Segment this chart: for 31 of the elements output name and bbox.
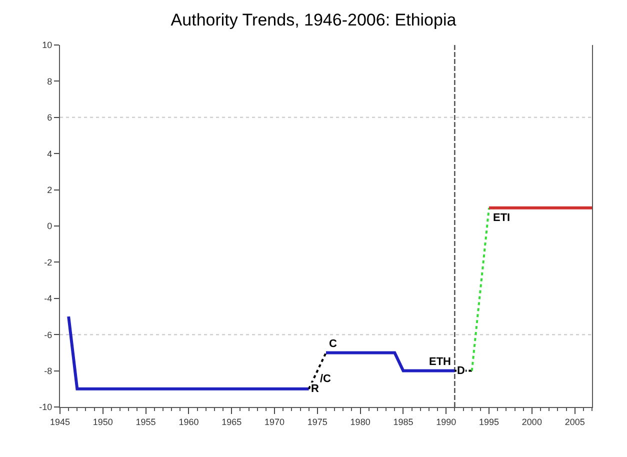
x-tick-label: 1975 (307, 416, 328, 427)
x-tick-label: 1950 (92, 416, 113, 427)
y-tick-label: 0 (47, 221, 52, 232)
y-tick-label: -4 (44, 294, 52, 304)
annotation: R (311, 383, 319, 395)
x-tick-label: 1995 (479, 416, 500, 427)
x-tick-label: 1970 (264, 416, 285, 427)
x-tick-label: 1965 (222, 416, 242, 427)
y-tick-label: -6 (44, 330, 52, 340)
y-tick-label: 2 (47, 184, 52, 195)
y-tick-label: 8 (47, 76, 52, 86)
x-tick-label: 2000 (522, 416, 542, 427)
x-tick-label: 1985 (393, 416, 414, 427)
y-tick-label: -10 (39, 402, 52, 412)
x-tick-label: 1980 (350, 416, 370, 427)
annotation: D (457, 365, 465, 377)
y-tick-label: 6 (47, 112, 52, 123)
y-tick-label: -8 (44, 366, 52, 376)
x-tick-label: 1990 (436, 416, 456, 427)
x-tick-label: 1960 (178, 416, 199, 427)
chart-title: Authority Trends, 1946-2006: Ethiopia (170, 10, 457, 30)
annotation: C (329, 338, 337, 350)
y-tick-label: 4 (47, 148, 52, 159)
x-tick-label: 1945 (50, 416, 70, 427)
x-tick-label: 1955 (136, 416, 156, 427)
annotation: ETH (429, 356, 452, 368)
x-tick-label: 2005 (564, 416, 585, 427)
annotation: ETI (493, 212, 510, 224)
annotation: /C (320, 373, 332, 385)
y-tick-label: 10 (42, 40, 52, 50)
y-tick-label: -2 (44, 257, 52, 268)
